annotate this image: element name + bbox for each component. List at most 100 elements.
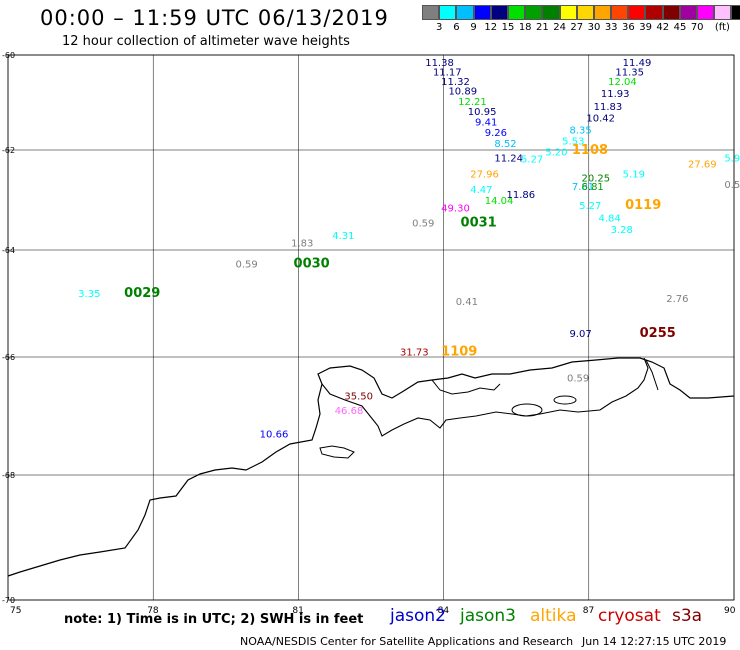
wave-height-label: 4.84 xyxy=(598,214,620,225)
pass-time-label: 0119 xyxy=(625,198,661,213)
color-scale-swatch xyxy=(628,5,646,20)
color-scale-label: 24 xyxy=(553,22,566,33)
color-scale-label: 6 xyxy=(453,22,460,33)
color-scale-label: 18 xyxy=(518,22,532,33)
latitude-tick-label: -62 xyxy=(2,146,15,155)
wave-height-label: 10.89 xyxy=(448,87,477,98)
color-scale-swatch xyxy=(662,5,680,20)
wave-height-label: 10.95 xyxy=(468,107,497,118)
color-scale-swatch xyxy=(576,5,594,20)
wave-height-label: 0.59 xyxy=(412,219,434,230)
color-scale-swatch xyxy=(439,5,457,20)
observation-labels: 11.3811.1711.3210.8912.2110.959.419.268.… xyxy=(78,58,740,441)
color-scale-label: 42 xyxy=(656,22,670,33)
longitude-tick-label: 84 xyxy=(438,606,450,616)
wave-height-label: 0.59 xyxy=(235,259,257,270)
pass-time-label: 0030 xyxy=(294,256,330,271)
wave-height-label: 5.27 xyxy=(521,155,543,166)
color-scale-label: 45 xyxy=(673,22,687,33)
legend-note: note: 1) Time is in UTC; 2) SWH is in fe… xyxy=(64,612,364,627)
color-scale-swatch xyxy=(559,5,577,20)
island-outline xyxy=(511,403,543,417)
wave-height-label: 27.69 xyxy=(688,160,717,171)
coastline xyxy=(7,357,735,577)
wave-height-label: 5.97 xyxy=(724,154,740,165)
color-scale-label: 70 xyxy=(690,22,704,33)
wave-height-label: 8.52 xyxy=(494,139,516,150)
wave-height-label: 3.35 xyxy=(78,289,100,300)
wave-height-label: 9.26 xyxy=(485,128,507,139)
axis-tick-labels: 75 78 81 84 87 90 -60 -62 -64 -66 -68 -70 xyxy=(2,51,736,616)
color-scale-swatch xyxy=(507,5,526,20)
wave-height-label: 12.21 xyxy=(458,97,487,108)
latitude-tick-label: -64 xyxy=(2,246,15,255)
longitude-tick-label: 75 xyxy=(10,606,21,616)
wave-height-label: 9.41 xyxy=(475,118,497,129)
wave-height-label: 11.24 xyxy=(494,154,523,165)
wave-height-label: 11.17 xyxy=(433,68,462,79)
wave-height-label: 5.19 xyxy=(623,170,645,181)
wave-height-label: 10.66 xyxy=(260,430,289,441)
wave-height-label: 11.93 xyxy=(601,89,630,100)
color-scale-label: 33 xyxy=(604,22,618,33)
color-scale-swatch xyxy=(473,5,491,20)
wave-height-label: 0.59 xyxy=(724,180,740,191)
wave-height-label: 5.27 xyxy=(579,201,601,212)
island-outline xyxy=(553,395,577,405)
page-subtitle: 12 hour collection of altimeter wave hei… xyxy=(62,34,350,49)
wave-height-label: 1.83 xyxy=(291,239,313,250)
wave-height-label: 11.86 xyxy=(507,190,536,201)
color-scale-swatch xyxy=(679,5,697,20)
color-scale-swatch xyxy=(542,5,560,20)
wave-height-label: 11.32 xyxy=(441,77,470,88)
ice-edge-line xyxy=(645,359,659,391)
color-scale-label: 21 xyxy=(536,22,549,33)
wave-height-label: 11.35 xyxy=(615,68,644,79)
wave-height-label: 12.04 xyxy=(608,77,637,88)
wave-height-label: 11.83 xyxy=(594,102,623,113)
wave-height-label: 5.20 xyxy=(545,148,567,159)
satellite-legend-cryosat: cryosat xyxy=(598,606,661,626)
longitude-tick-label: 90 xyxy=(724,606,736,616)
color-scale-label: 36 xyxy=(622,22,635,33)
graticule xyxy=(7,54,735,601)
longitude-tick-label: 87 xyxy=(583,606,594,616)
color-scale-label: 15 xyxy=(501,22,515,33)
wave-height-label: 31.73 xyxy=(400,348,429,359)
pass-time-label: 0031 xyxy=(461,216,497,231)
color-scale-bar xyxy=(422,5,740,20)
color-scale-label: 39 xyxy=(639,22,652,33)
wave-height-label: 3.28 xyxy=(611,225,633,236)
color-scale-label: 27 xyxy=(570,22,584,33)
latitude-tick-label: -68 xyxy=(2,471,15,480)
color-scale-swatch xyxy=(697,5,715,20)
wave-height-label: 4.31 xyxy=(332,231,354,242)
longitude-tick-label: 78 xyxy=(147,606,159,616)
color-scale-swatch xyxy=(731,5,740,20)
color-scale-swatch xyxy=(593,5,612,20)
latitude-tick-label: -66 xyxy=(2,353,15,362)
wave-height-label: 11.49 xyxy=(623,58,652,69)
wave-height-label: 7.81 xyxy=(572,182,594,193)
pass-time-label: 0255 xyxy=(640,326,676,341)
color-scale-swatch xyxy=(714,5,732,20)
page-title: 00:00 – 11:59 UTC 06/13/2019 xyxy=(40,6,389,30)
wave-height-label: 49.30 xyxy=(441,204,470,215)
color-scale-swatch xyxy=(525,5,543,20)
wave-height-label: 2.76 xyxy=(666,294,688,305)
wave-height-label: 35.50 xyxy=(344,391,373,402)
color-scale-label: 12 xyxy=(484,22,498,33)
color-scale-swatch xyxy=(422,5,440,20)
footer-timestamp: Jun 14 12:27:15 UTC 2019 xyxy=(582,635,727,648)
wave-height-label: 5.53 xyxy=(562,137,584,148)
ice-shelf-outline xyxy=(321,357,649,437)
satellite-legend-jason3: jason3 xyxy=(460,606,516,626)
coastline-inlet xyxy=(431,379,501,395)
satellite-legend-s3a: s3a xyxy=(672,606,703,626)
map-frame xyxy=(7,54,735,601)
island-outline xyxy=(319,445,355,459)
color-scale-swatch xyxy=(645,5,663,20)
longitude-tick-label: 81 xyxy=(292,606,303,616)
wave-height-label: 11.38 xyxy=(425,58,454,69)
satellite-legend-altika: altika xyxy=(530,606,577,626)
